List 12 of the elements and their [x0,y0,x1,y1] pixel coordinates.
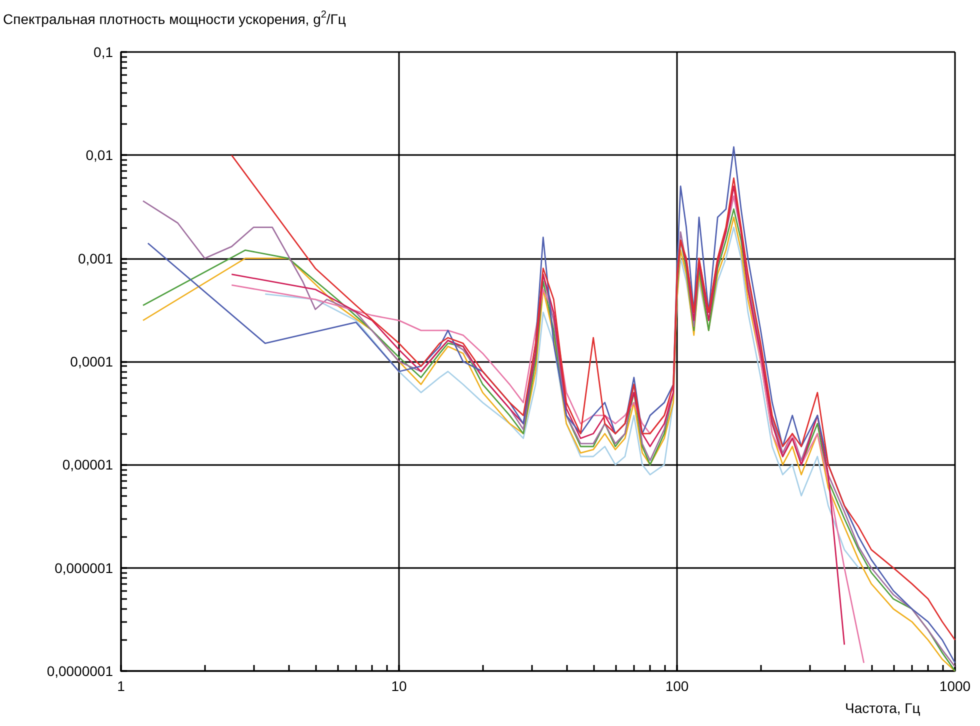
y-tick-label: 0,01 [86,147,114,164]
y-tick-label: 0,0000001 [46,663,114,679]
x-axis-title: Частота, Гц [845,700,920,716]
x-tick-label: 1000 [939,678,971,694]
x-tick-label: 1 [117,678,126,694]
y-tick-label: 0,00001 [62,456,114,473]
y-tick-label: 0,001 [78,250,114,266]
x-tick-label: 100 [665,678,689,694]
y-tick-label: 0,0001 [70,354,114,370]
y-tick-label: 0,1 [94,44,114,60]
x-tick-label: 10 [391,678,407,694]
y-tick-label: 0,000001 [54,560,114,576]
